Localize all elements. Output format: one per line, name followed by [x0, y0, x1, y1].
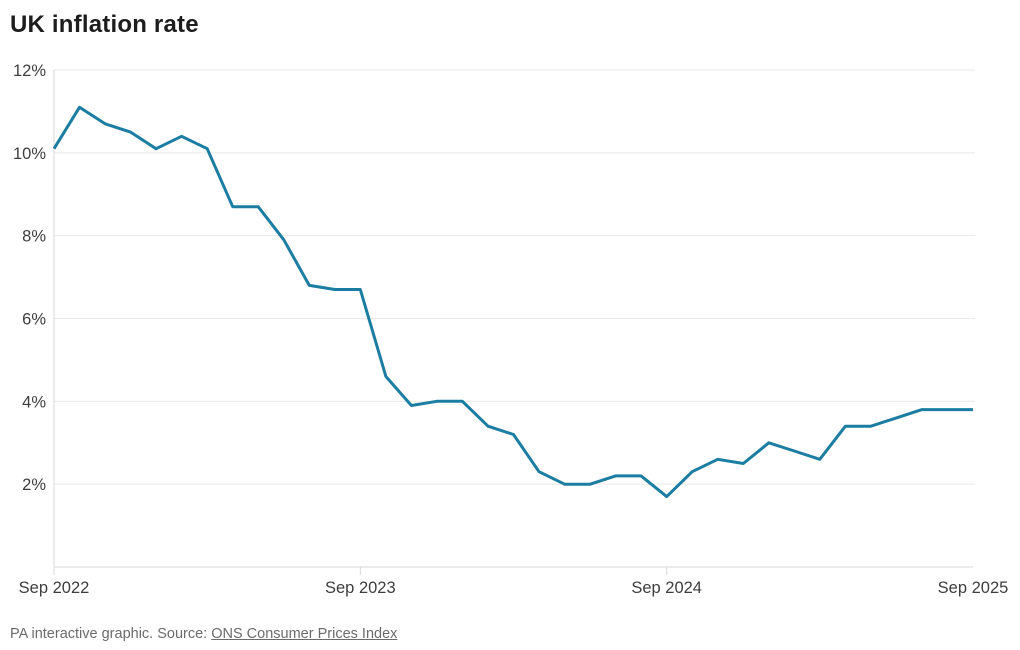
chart-title: UK inflation rate	[10, 11, 199, 38]
inflation-rate-line	[52, 105, 973, 499]
y-axis-tick-label: 2%	[22, 476, 46, 494]
x-axis-tick-label: Sep 2024	[631, 579, 702, 597]
x-axis-tick-label: Sep 2023	[325, 579, 396, 597]
source-link[interactable]: ONS Consumer Prices Index	[211, 626, 398, 642]
chart-footer: PA interactive graphic. Source: ONS Cons…	[10, 626, 397, 642]
y-axis-tick-label: 12%	[13, 62, 46, 80]
y-axis-tick-label: 4%	[22, 393, 46, 411]
y-axis-tick-label: 8%	[22, 228, 46, 246]
footer-source-text: PA interactive graphic. Source:	[10, 626, 212, 642]
y-axis-tick-label: 10%	[13, 145, 46, 163]
x-axis-tick-label: Sep 2025	[938, 579, 1009, 597]
x-axis-tick-label: Sep 2022	[19, 579, 90, 597]
y-axis-tick-label: 6%	[22, 311, 46, 329]
